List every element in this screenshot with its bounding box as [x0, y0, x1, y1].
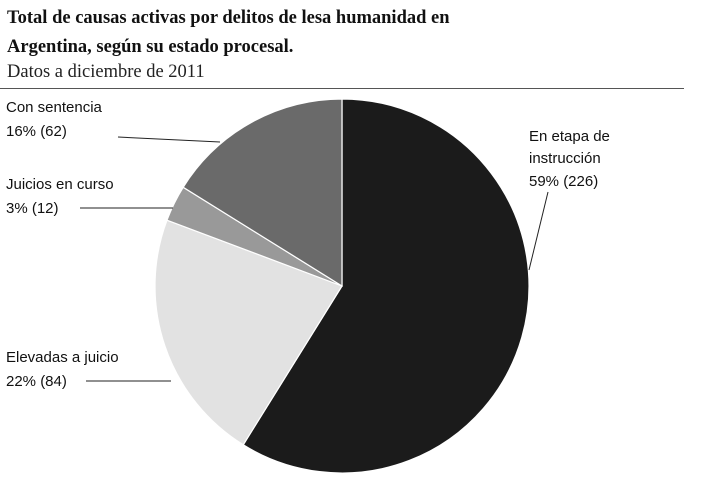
- chart-subtitle: Datos a diciembre de 2011: [7, 62, 205, 82]
- pie-slice-elevadas: [154, 219, 343, 446]
- chart-title: Total de causas activas por delitos de l…: [7, 4, 707, 62]
- slice-value-elevadas: 22% (84): [6, 373, 67, 390]
- chart-title-line-2: Argentina, según su estado procesal.: [7, 37, 294, 57]
- slice-label-juicios-en-curso: Juicios en curso: [6, 176, 114, 193]
- slice-label-elevadas: Elevadas a juicio: [6, 349, 119, 366]
- pie-slice-con-sentencia: [182, 98, 343, 288]
- slice-value-juicios-en-curso: 3% (12): [6, 200, 59, 217]
- pie-slice-instruccion: [242, 98, 530, 474]
- chart-title-line-1: Total de causas activas por delitos de l…: [7, 8, 450, 28]
- slice-label-instruccion-line-1: En etapa de: [529, 128, 610, 145]
- slice-label-con-sentencia: Con sentencia: [6, 99, 103, 116]
- slice-value-instruccion: 59% (226): [529, 173, 598, 190]
- slice-value-con-sentencia: 16% (62): [6, 123, 67, 140]
- leader-line-instruccion: [528, 191, 549, 271]
- slice-label-instruccion-line-2: instrucción: [529, 150, 601, 167]
- title-divider: [0, 88, 684, 89]
- leader-line-con-sentencia: [117, 136, 221, 143]
